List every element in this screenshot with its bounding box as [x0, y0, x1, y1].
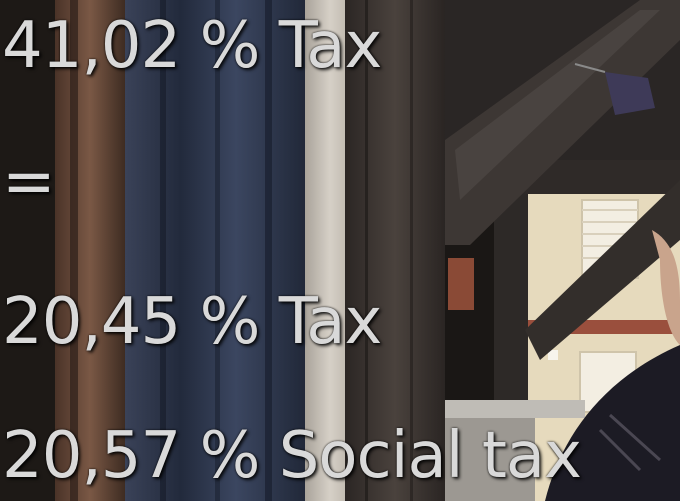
caption-line-social-tax: 20,57 % Social tax — [2, 419, 582, 493]
caption-line-income-tax: 20,45 % Tax — [2, 285, 382, 359]
caption-line-total-tax: 41,02 % Tax — [2, 9, 382, 83]
caption-line-equals: = — [2, 145, 56, 219]
